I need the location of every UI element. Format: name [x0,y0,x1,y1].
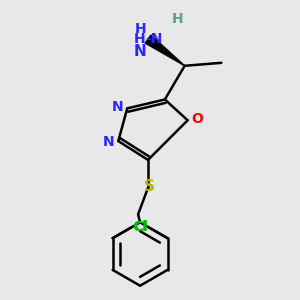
Text: O: O [192,112,203,126]
Text: N: N [112,100,123,114]
Text: Cl: Cl [132,220,147,234]
Polygon shape [145,35,185,66]
Text: H: H [172,12,184,26]
Text: S: S [143,179,155,194]
Text: H: H [134,32,145,46]
Text: N: N [103,135,114,149]
Text: N: N [133,44,146,59]
Text: -N: -N [145,32,162,46]
Text: H: H [134,22,146,36]
Text: Cl: Cl [134,220,148,234]
